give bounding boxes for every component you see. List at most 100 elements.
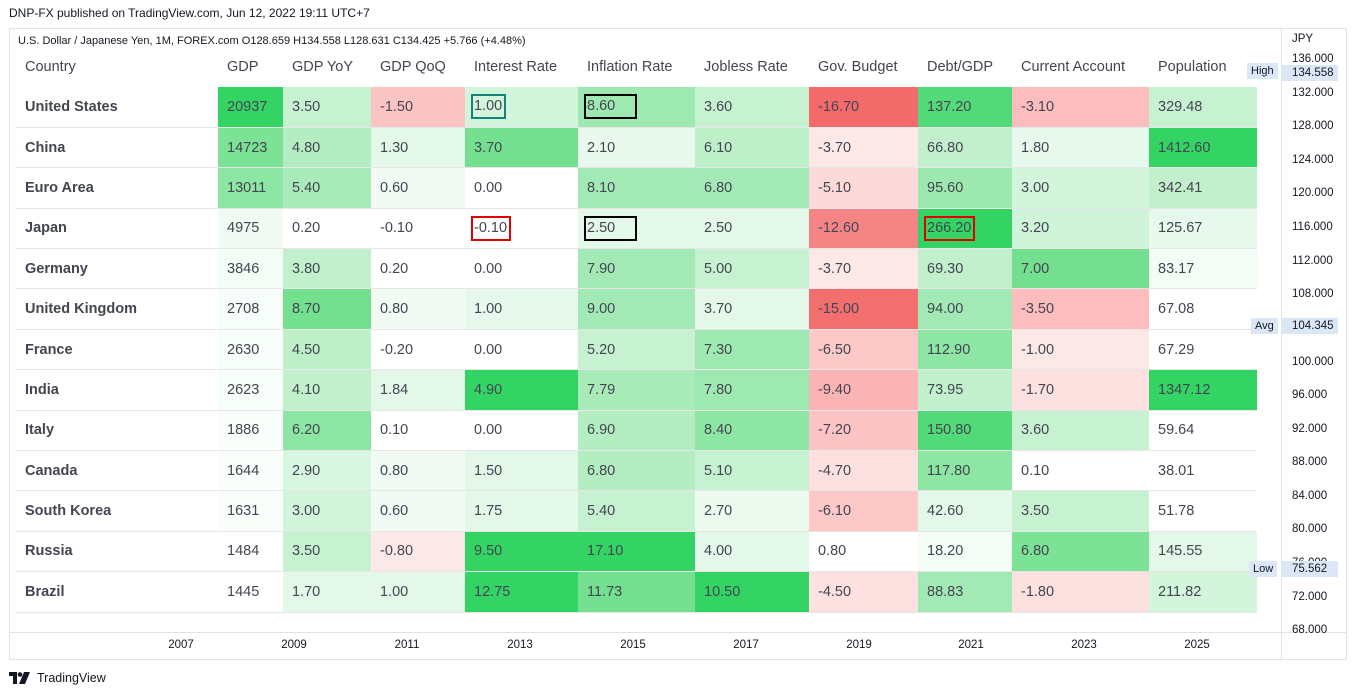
value-cell: 1.70 xyxy=(283,571,371,613)
value-cell: 7.00 xyxy=(1012,248,1149,290)
value-cell: 3.50 xyxy=(283,87,371,128)
highlight-box: 8.60 xyxy=(584,94,638,120)
time-tick-label: 2015 xyxy=(620,639,646,651)
value-cell: -0.10 xyxy=(371,208,465,250)
table-row: Euro Area 13011 5.40 0.60 0.00 8.10 6.80 -5.10 9… xyxy=(16,167,1257,209)
empty-cell xyxy=(695,612,809,618)
time-axis-divider xyxy=(9,632,1347,633)
value-cell: 5.10 xyxy=(695,450,809,492)
table-row: India 2623 4.10 1.84 4.90 7.79 7.80 -9.40 73.95-… xyxy=(16,369,1257,411)
value-cell: -15.00 xyxy=(809,288,918,330)
value-cell: 125.67 xyxy=(1149,208,1257,250)
value-cell: 112.90 xyxy=(918,329,1012,371)
value-cell: 1.80 xyxy=(1012,127,1149,169)
highlight-box: 266.20 xyxy=(924,215,976,241)
value-cell: 6.90 xyxy=(578,410,695,452)
tradingview-logo-icon xyxy=(9,672,30,684)
value-cell: -6.10 xyxy=(809,490,918,532)
country-cell: Germany xyxy=(16,248,218,290)
chart-frame xyxy=(9,28,1347,660)
value-cell: 2.50 xyxy=(695,208,809,250)
value-cell: 1631 xyxy=(218,490,283,532)
value-cell: 2630 xyxy=(218,329,283,371)
value-cell: -0.80 xyxy=(371,531,465,573)
brand-label: TradingView xyxy=(37,671,106,685)
value-cell: 66.80 xyxy=(918,127,1012,169)
value-cell: 3.60 xyxy=(1012,410,1149,452)
time-tick-label: 2017 xyxy=(733,639,759,651)
value-cell: 3.20 xyxy=(1012,208,1149,250)
price-tick-label: 72.000 xyxy=(1292,591,1328,603)
value-cell: 0.80 xyxy=(371,288,465,330)
value-cell: 117.80 xyxy=(918,450,1012,492)
column-header: Current Account xyxy=(1021,59,1125,75)
price-tick-label: 92.000 xyxy=(1292,423,1328,435)
country-cell: South Korea xyxy=(16,490,218,532)
value-cell: 1.84 xyxy=(371,369,465,411)
high-tag-label: High xyxy=(1247,63,1278,79)
value-cell: -3.50 xyxy=(1012,288,1149,330)
price-tick-label: 124.000 xyxy=(1292,154,1334,166)
value-cell: 3.50 xyxy=(283,531,371,573)
value-cell: 17.10 xyxy=(578,531,695,573)
value-cell: 3.70 xyxy=(465,127,578,169)
value-cell: 7.79 xyxy=(578,369,695,411)
value-cell: 0.00 xyxy=(465,248,578,290)
value-cell: -0.20 xyxy=(371,329,465,371)
value-cell: -0.10 xyxy=(465,208,578,250)
country-cell: Canada xyxy=(16,450,218,492)
column-header: Jobless Rate xyxy=(704,59,788,75)
price-tick-label: 128.000 xyxy=(1292,120,1334,132)
value-cell: 1.00 xyxy=(465,87,578,128)
value-cell: 0.20 xyxy=(283,208,371,250)
time-tick-label: 2011 xyxy=(394,639,420,651)
value-cell: 88.83 xyxy=(918,571,1012,613)
value-cell: -16.70 xyxy=(809,87,918,128)
empty-cell xyxy=(371,612,465,618)
value-cell: 2623 xyxy=(218,369,283,411)
value-cell: -1.00 xyxy=(1012,329,1149,371)
value-cell: 2.70 xyxy=(695,490,809,532)
empty-cell xyxy=(809,612,918,618)
value-cell: 69.30 xyxy=(918,248,1012,290)
country-cell: Italy xyxy=(16,410,218,452)
value-cell: 3.60 xyxy=(695,87,809,128)
value-cell: 8.10 xyxy=(578,167,695,209)
time-tick-label: 2025 xyxy=(1184,639,1210,651)
value-cell: 95.60 xyxy=(918,167,1012,209)
value-cell: 8.40 xyxy=(695,410,809,452)
table-row: Italy 1886 6.20 0.10 0.00 6.90 8.40 -7.20 150.80… xyxy=(16,410,1257,452)
value-cell: -5.10 xyxy=(809,167,918,209)
tradingview-brand[interactable]: TradingView xyxy=(9,671,106,685)
country-cell: India xyxy=(16,369,218,411)
value-cell: -1.80 xyxy=(1012,571,1149,613)
value-cell: 4.80 xyxy=(283,127,371,169)
value-cell: 14723 xyxy=(218,127,283,169)
price-tick-label: 132.000 xyxy=(1292,87,1334,99)
value-cell: 0.80 xyxy=(809,531,918,573)
value-cell: 3.00 xyxy=(1012,167,1149,209)
value-cell: -4.50 xyxy=(809,571,918,613)
value-cell: 9.00 xyxy=(578,288,695,330)
low-tag-label: Low xyxy=(1249,561,1278,577)
value-cell: 13011 xyxy=(218,167,283,209)
value-cell: 4.90 xyxy=(465,369,578,411)
avg-tag-value: 104.345 xyxy=(1282,318,1338,334)
value-cell: 3.80 xyxy=(283,248,371,290)
price-axis-divider xyxy=(1281,28,1282,660)
column-header: Inflation Rate xyxy=(587,59,673,75)
value-cell: 73.95 xyxy=(918,369,1012,411)
value-cell: 2.10 xyxy=(578,127,695,169)
table-row: Japan 4975 0.20 -0.10 -0.10 2.50 2.50 -12.60 266… xyxy=(16,208,1257,250)
symbol-legend[interactable]: U.S. Dollar / Japanese Yen, 1M, FOREX.co… xyxy=(18,35,526,47)
value-cell: 59.64 xyxy=(1149,410,1257,452)
column-header: Debt/GDP xyxy=(927,59,994,75)
low-tag-value: 75.562 xyxy=(1282,561,1338,577)
country-cell: Japan xyxy=(16,208,218,250)
value-cell: 0.10 xyxy=(371,410,465,452)
value-cell: 0.20 xyxy=(371,248,465,290)
highlight-box: 1.00 xyxy=(471,94,507,120)
value-cell: 3.70 xyxy=(695,288,809,330)
highlight-box: -0.10 xyxy=(471,215,512,241)
value-cell: 20937 xyxy=(218,87,283,128)
